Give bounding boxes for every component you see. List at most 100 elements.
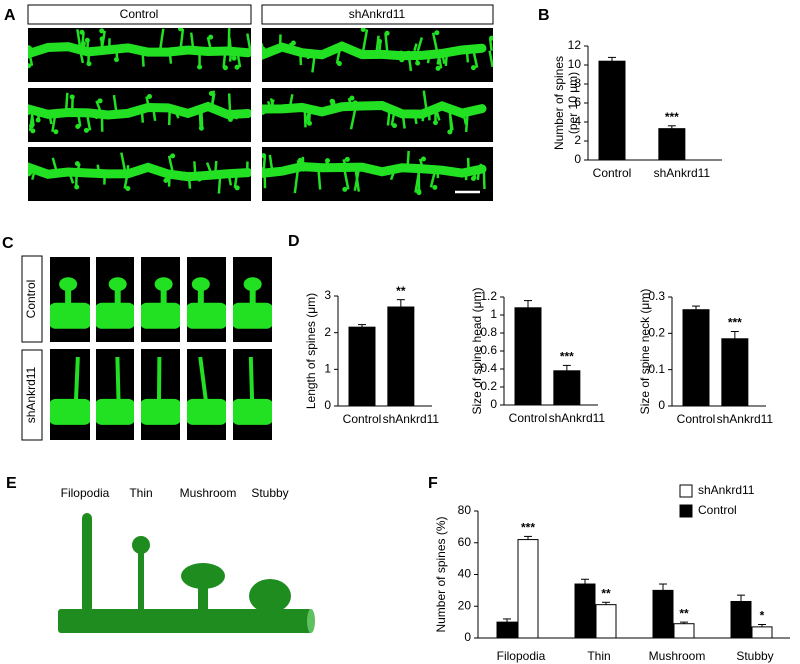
spine <box>384 33 389 51</box>
spine <box>288 42 295 52</box>
spine <box>226 171 233 186</box>
x-tick-label: shAnkrd11 <box>383 412 440 426</box>
x-tick-label: Stubby <box>736 649 773 663</box>
spine <box>317 171 322 190</box>
micrograph <box>28 88 251 142</box>
spine <box>115 356 121 411</box>
spine-head <box>399 57 405 63</box>
spine <box>361 29 369 52</box>
spine-type-label: Mushroom <box>180 486 237 500</box>
spine-head <box>30 128 36 134</box>
spine <box>444 50 449 67</box>
spine-head <box>234 185 240 191</box>
bar <box>730 600 752 639</box>
spine <box>448 110 454 131</box>
spine <box>200 110 204 129</box>
spine <box>268 154 274 172</box>
label-box <box>21 349 43 441</box>
dendrite <box>28 101 251 120</box>
spine-head <box>231 55 237 61</box>
dendrite <box>28 42 251 59</box>
y-tick-label: 0.6 <box>480 343 497 357</box>
spine <box>416 37 424 52</box>
micrograph <box>187 349 226 440</box>
spine <box>51 157 58 173</box>
header-box <box>261 4 494 25</box>
dendrite <box>262 162 487 178</box>
spine <box>472 50 479 68</box>
micrograph <box>262 28 493 82</box>
spine <box>30 110 35 127</box>
spine <box>80 32 85 50</box>
dendrite <box>141 302 180 329</box>
spine <box>64 92 69 111</box>
spine-head <box>420 156 426 162</box>
condition-label: shAnkrd11 <box>24 366 38 423</box>
spine <box>123 171 130 189</box>
x-tick-label: Control <box>677 412 716 426</box>
spine-head <box>290 40 296 46</box>
spine <box>31 171 36 181</box>
spine-head <box>489 35 493 41</box>
spine <box>76 29 82 50</box>
legend-label: Control <box>698 503 737 517</box>
spine <box>406 150 410 172</box>
significance: ** <box>601 586 611 600</box>
x-tick-label: Thin <box>587 649 610 663</box>
spine-head <box>108 277 127 292</box>
spine <box>440 50 446 65</box>
y-tick-label: 0 <box>658 398 665 412</box>
spine-head <box>416 188 422 194</box>
spine <box>465 50 470 63</box>
panel-letter: C <box>2 235 14 252</box>
shaft-end <box>307 609 315 633</box>
y-tick-label: 1.2 <box>480 289 497 303</box>
y-tick-label: 2 <box>574 133 581 147</box>
y-tick-label: 0 <box>574 152 581 166</box>
spine <box>464 171 468 181</box>
spine <box>288 94 294 111</box>
micrograph <box>141 349 180 440</box>
spine <box>335 50 341 64</box>
spine-neck <box>65 286 72 317</box>
spine <box>482 171 486 190</box>
significance: *** <box>521 521 535 535</box>
y-tick-label: 80 <box>458 503 472 517</box>
spine <box>73 356 80 411</box>
dendrite <box>50 398 90 425</box>
micrograph <box>233 349 272 440</box>
micrograph <box>187 257 226 342</box>
spine <box>436 50 443 69</box>
spine <box>301 156 305 172</box>
spine <box>173 109 180 119</box>
legend-swatch <box>679 504 693 518</box>
spine <box>120 152 127 173</box>
micrograph <box>28 28 251 82</box>
spine <box>353 171 360 191</box>
spine <box>198 110 202 128</box>
spine <box>426 50 432 64</box>
spine <box>233 171 239 189</box>
header-box <box>27 4 252 25</box>
condition-header: Control <box>120 7 159 21</box>
micrograph <box>28 147 251 201</box>
spine-diagram <box>58 513 315 633</box>
spine-head <box>352 100 358 106</box>
spine-head <box>69 94 75 100</box>
panel-letter: B <box>538 7 550 24</box>
thin-head <box>132 536 150 554</box>
spine-head <box>342 186 348 192</box>
y-tick-label: 0 <box>324 398 331 412</box>
y-tick-label: 1 <box>490 307 497 321</box>
spine <box>386 110 391 126</box>
micrograph <box>96 349 134 440</box>
dendrite <box>233 398 272 425</box>
spine <box>461 110 465 119</box>
bar <box>598 60 626 161</box>
thin-stem <box>138 548 144 612</box>
spine-head <box>53 129 59 135</box>
bar <box>348 326 376 407</box>
spine-head <box>113 57 119 63</box>
spine <box>406 50 413 72</box>
spine-head <box>344 156 350 162</box>
